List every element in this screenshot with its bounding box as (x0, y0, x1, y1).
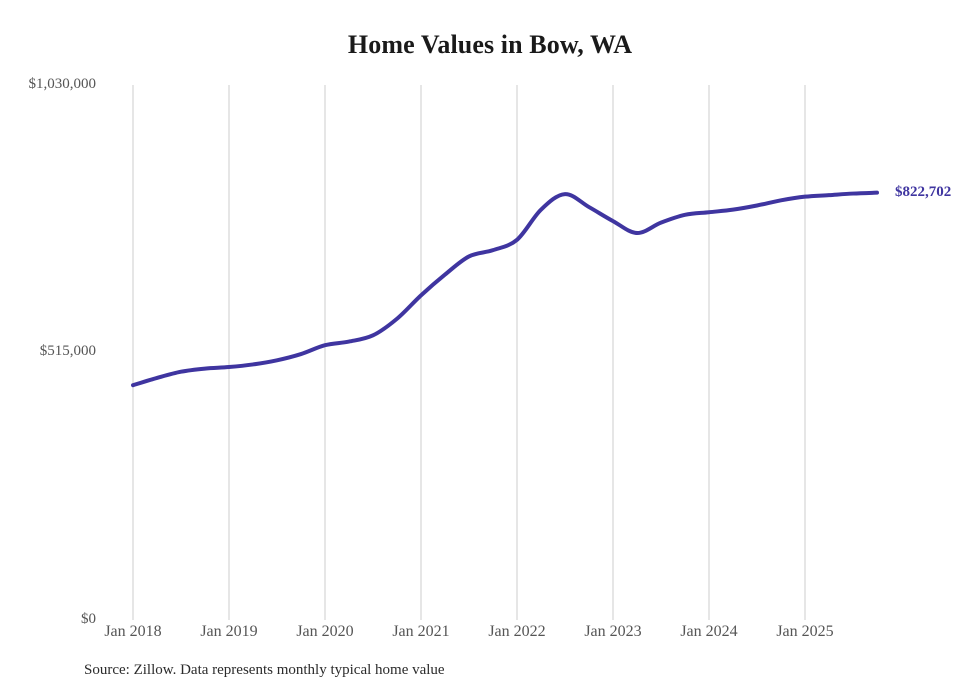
gridlines-group (132, 85, 806, 620)
series-end-value-label: $822,702 (895, 183, 952, 200)
x-axis-tick-label-jan-2021: Jan 2021 (392, 623, 450, 640)
x-axis-tick-label-jan-2023: Jan 2023 (584, 623, 642, 640)
chart-title: Home Values in Bow, WA (347, 30, 633, 59)
y-axis-tick-label-bottom: $0 (81, 611, 96, 627)
x-axis-tick-label-jan-2022: Jan 2022 (488, 623, 546, 640)
x-axis-tick-label-jan-2024: Jan 2024 (680, 623, 738, 640)
x-axis-tick-label-jan-2025: Jan 2025 (776, 623, 834, 640)
x-axis-tick-label-jan-2019: Jan 2019 (200, 623, 258, 640)
y-axis-tick-label-top: $1,030,000 (28, 76, 97, 92)
x-axis-tick-label-jan-2020: Jan 2020 (296, 623, 354, 640)
source-note: Source: Zillow. Data represents monthly … (84, 662, 445, 678)
y-axis-tick-label-mid: $515,000 (39, 343, 96, 359)
x-axis-tick-label-jan-2018: Jan 2018 (104, 623, 162, 640)
home-value-line-series (131, 190, 879, 388)
